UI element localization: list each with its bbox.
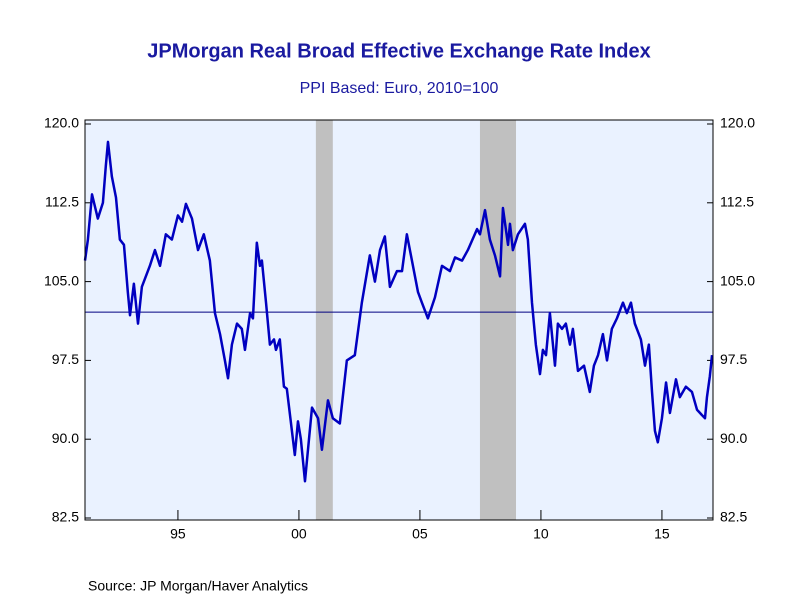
data-line [83, 140, 714, 483]
x-tick-label: 15 [654, 526, 670, 542]
x-tick-label: 10 [533, 526, 549, 542]
y-tick-label: 120.0 [44, 115, 79, 131]
shaded-period [479, 120, 517, 520]
y2-tick-label: 97.5 [720, 351, 747, 367]
source-note: Source: JP Morgan/Haver Analytics [88, 578, 308, 594]
chart-title: JPMorgan Real Broad Effective Exchange R… [147, 40, 651, 62]
shaded-period [315, 120, 333, 520]
plot-frame [84, 119, 714, 521]
y2-tick-label: 105.0 [720, 272, 755, 288]
chart-subtitle: PPI Based: Euro, 2010=100 [300, 80, 499, 97]
y-tick-label: 105.0 [44, 272, 79, 288]
x-tick-label: 00 [291, 526, 307, 542]
plot-area [85, 120, 713, 520]
x-tick-label: 05 [412, 526, 428, 542]
y2-tick-label: 120.0 [720, 115, 755, 131]
y-tick-label: 90.0 [52, 430, 79, 446]
y2-tick-label: 90.0 [720, 430, 747, 446]
y2-tick-label: 82.5 [720, 509, 747, 525]
y-tick-label: 112.5 [45, 194, 79, 210]
y2-tick-label: 112.5 [720, 194, 754, 210]
y-tick-label: 97.5 [52, 351, 79, 367]
y-tick-label: 82.5 [52, 509, 79, 525]
x-tick-label: 95 [170, 526, 186, 542]
